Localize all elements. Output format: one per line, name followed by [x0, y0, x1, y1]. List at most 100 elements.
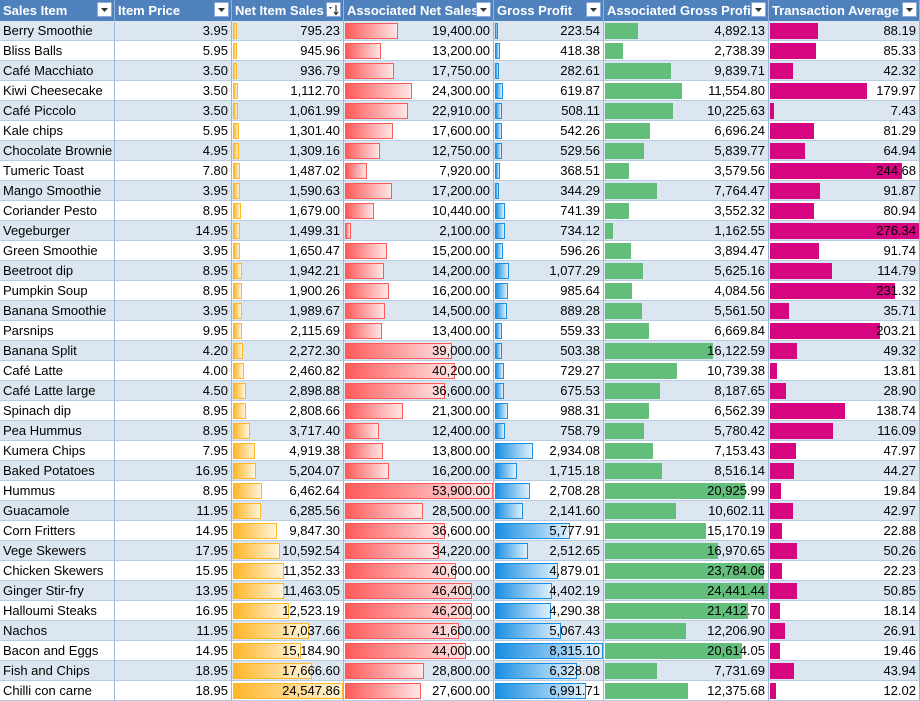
cell-transaction-average[interactable]: 91.87 — [769, 181, 920, 201]
cell-net-item-sales[interactable]: 1,301.40 — [232, 121, 344, 141]
cell-gross-profit[interactable]: 4,879.01 — [494, 561, 604, 581]
cell-associated-net-sales[interactable]: 13,200.00 — [344, 41, 494, 61]
cell-transaction-average[interactable]: 47.97 — [769, 441, 920, 461]
filter-dropdown-icon[interactable] — [97, 2, 112, 17]
cell-transaction-average[interactable]: 114.79 — [769, 261, 920, 281]
cell-gross-profit[interactable]: 729.27 — [494, 361, 604, 381]
cell-transaction-average[interactable]: 19.46 — [769, 641, 920, 661]
cell-sales-item[interactable]: Guacamole — [0, 501, 115, 521]
cell-associated-gross-profit[interactable]: 9,839.71 — [604, 61, 769, 81]
cell-gross-profit[interactable]: 282.61 — [494, 61, 604, 81]
cell-transaction-average[interactable]: 88.19 — [769, 21, 920, 41]
cell-associated-net-sales[interactable]: 17,600.00 — [344, 121, 494, 141]
cell-item-price[interactable]: 14.95 — [115, 641, 232, 661]
cell-associated-gross-profit[interactable]: 6,669.84 — [604, 321, 769, 341]
cell-sales-item[interactable]: Spinach dip — [0, 401, 115, 421]
cell-gross-profit[interactable]: 5,067.43 — [494, 621, 604, 641]
cell-associated-gross-profit[interactable]: 24,441.44 — [604, 581, 769, 601]
cell-associated-net-sales[interactable]: 15,200.00 — [344, 241, 494, 261]
cell-item-price[interactable]: 18.95 — [115, 681, 232, 701]
cell-item-price[interactable]: 16.95 — [115, 461, 232, 481]
cell-associated-gross-profit[interactable]: 20,614.05 — [604, 641, 769, 661]
cell-gross-profit[interactable]: 596.26 — [494, 241, 604, 261]
cell-transaction-average[interactable]: 64.94 — [769, 141, 920, 161]
cell-sales-item[interactable]: Banana Smoothie — [0, 301, 115, 321]
cell-gross-profit[interactable]: 4,290.38 — [494, 601, 604, 621]
cell-net-item-sales[interactable]: 11,463.05 — [232, 581, 344, 601]
cell-associated-net-sales[interactable]: 16,200.00 — [344, 461, 494, 481]
cell-sales-item[interactable]: Berry Smoothie — [0, 21, 115, 41]
cell-item-price[interactable]: 4.95 — [115, 141, 232, 161]
cell-gross-profit[interactable]: 542.26 — [494, 121, 604, 141]
cell-associated-gross-profit[interactable]: 8,516.14 — [604, 461, 769, 481]
cell-associated-net-sales[interactable]: 39,000.00 — [344, 341, 494, 361]
cell-gross-profit[interactable]: 2,141.60 — [494, 501, 604, 521]
cell-net-item-sales[interactable]: 2,272.30 — [232, 341, 344, 361]
cell-sales-item[interactable]: Beetroot dip — [0, 261, 115, 281]
cell-associated-gross-profit[interactable]: 6,696.24 — [604, 121, 769, 141]
cell-gross-profit[interactable]: 344.29 — [494, 181, 604, 201]
cell-transaction-average[interactable]: 7.43 — [769, 101, 920, 121]
cell-gross-profit[interactable]: 223.54 — [494, 21, 604, 41]
filter-dropdown-icon[interactable] — [476, 2, 491, 17]
cell-transaction-average[interactable]: 203.21 — [769, 321, 920, 341]
cell-transaction-average[interactable]: 43.94 — [769, 661, 920, 681]
cell-gross-profit[interactable]: 2,934.08 — [494, 441, 604, 461]
cell-transaction-average[interactable]: 80.94 — [769, 201, 920, 221]
cell-item-price[interactable]: 4.00 — [115, 361, 232, 381]
cell-associated-net-sales[interactable]: 2,100.00 — [344, 221, 494, 241]
cell-net-item-sales[interactable]: 4,919.38 — [232, 441, 344, 461]
cell-gross-profit[interactable]: 758.79 — [494, 421, 604, 441]
cell-associated-gross-profit[interactable]: 15,170.19 — [604, 521, 769, 541]
cell-net-item-sales[interactable]: 1,309.16 — [232, 141, 344, 161]
cell-associated-net-sales[interactable]: 17,200.00 — [344, 181, 494, 201]
cell-net-item-sales[interactable]: 1,679.00 — [232, 201, 344, 221]
cell-sales-item[interactable]: Café Macchiato — [0, 61, 115, 81]
cell-item-price[interactable]: 5.95 — [115, 41, 232, 61]
cell-net-item-sales[interactable]: 2,460.82 — [232, 361, 344, 381]
cell-item-price[interactable]: 3.50 — [115, 61, 232, 81]
cell-net-item-sales[interactable]: 936.79 — [232, 61, 344, 81]
cell-gross-profit[interactable]: 734.12 — [494, 221, 604, 241]
cell-sales-item[interactable]: Parsnips — [0, 321, 115, 341]
cell-transaction-average[interactable]: 22.23 — [769, 561, 920, 581]
cell-transaction-average[interactable]: 18.14 — [769, 601, 920, 621]
cell-associated-net-sales[interactable]: 27,600.00 — [344, 681, 494, 701]
cell-net-item-sales[interactable]: 5,204.07 — [232, 461, 344, 481]
cell-sales-item[interactable]: Kale chips — [0, 121, 115, 141]
cell-associated-net-sales[interactable]: 28,800.00 — [344, 661, 494, 681]
cell-associated-gross-profit[interactable]: 21,412.70 — [604, 601, 769, 621]
filter-dropdown-icon[interactable] — [214, 2, 229, 17]
cell-net-item-sales[interactable]: 15,184.90 — [232, 641, 344, 661]
cell-item-price[interactable]: 16.95 — [115, 601, 232, 621]
cell-gross-profit[interactable]: 1,715.18 — [494, 461, 604, 481]
cell-transaction-average[interactable]: 85.33 — [769, 41, 920, 61]
cell-item-price[interactable]: 8.95 — [115, 261, 232, 281]
cell-net-item-sales[interactable]: 2,808.66 — [232, 401, 344, 421]
cell-associated-gross-profit[interactable]: 1,162.55 — [604, 221, 769, 241]
cell-item-price[interactable]: 3.50 — [115, 81, 232, 101]
cell-sales-item[interactable]: Nachos — [0, 621, 115, 641]
cell-gross-profit[interactable]: 2,708.28 — [494, 481, 604, 501]
cell-associated-gross-profit[interactable]: 4,892.13 — [604, 21, 769, 41]
cell-sales-item[interactable]: Café Latte large — [0, 381, 115, 401]
cell-sales-item[interactable]: Baked Potatoes — [0, 461, 115, 481]
cell-gross-profit[interactable]: 2,512.65 — [494, 541, 604, 561]
cell-gross-profit[interactable]: 529.56 — [494, 141, 604, 161]
cell-item-price[interactable]: 15.95 — [115, 561, 232, 581]
cell-sales-item[interactable]: Mango Smoothie — [0, 181, 115, 201]
cell-item-price[interactable]: 8.95 — [115, 201, 232, 221]
filter-dropdown-icon[interactable] — [586, 2, 601, 17]
cell-associated-gross-profit[interactable]: 3,894.47 — [604, 241, 769, 261]
cell-item-price[interactable]: 3.95 — [115, 241, 232, 261]
cell-sales-item[interactable]: Tumeric Toast — [0, 161, 115, 181]
cell-sales-item[interactable]: Ginger Stir-fry — [0, 581, 115, 601]
cell-associated-net-sales[interactable]: 12,400.00 — [344, 421, 494, 441]
cell-sales-item[interactable]: Café Piccolo — [0, 101, 115, 121]
cell-gross-profit[interactable]: 508.11 — [494, 101, 604, 121]
cell-sales-item[interactable]: Kiwi Cheesecake — [0, 81, 115, 101]
cell-associated-net-sales[interactable]: 19,400.00 — [344, 21, 494, 41]
cell-item-price[interactable]: 3.95 — [115, 21, 232, 41]
cell-item-price[interactable]: 18.95 — [115, 661, 232, 681]
cell-associated-net-sales[interactable]: 24,300.00 — [344, 81, 494, 101]
